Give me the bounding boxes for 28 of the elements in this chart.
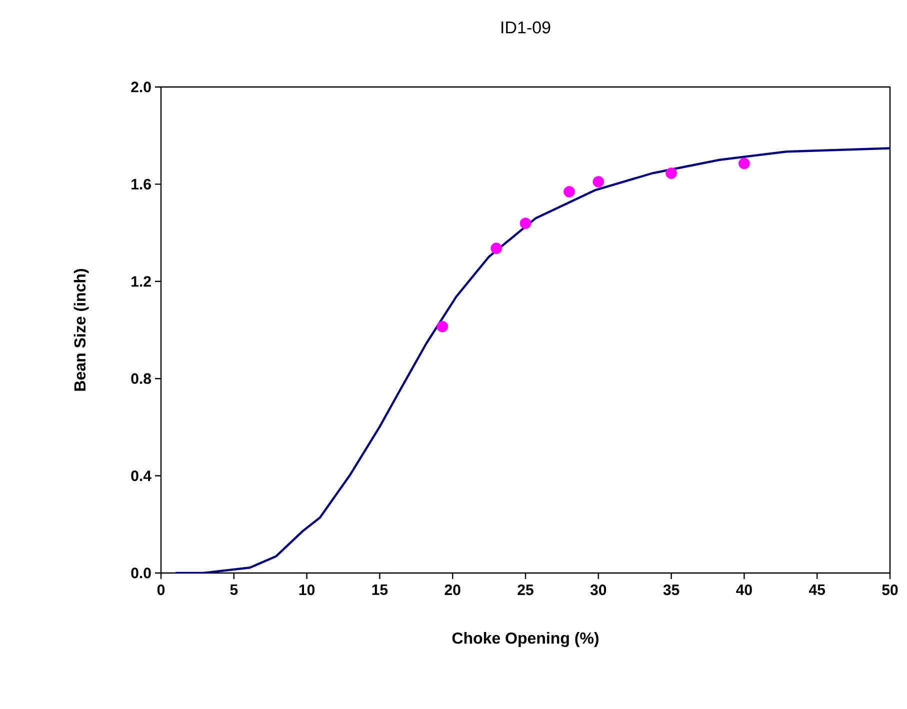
point [490, 242, 502, 254]
x-axis-title: Choke Opening (%) [452, 632, 598, 648]
x-tick-label: 40 [736, 584, 752, 596]
y-tick-label: 1.2 [132, 276, 151, 287]
x-tick-label: 35 [663, 584, 680, 596]
y-tick-label: 0.8 [131, 373, 152, 384]
y-tick-label: 0.0 [131, 568, 151, 578]
point [592, 176, 604, 188]
point [666, 168, 677, 179]
x-tick-label: 10 [299, 584, 315, 596]
y-tick-label: 2.0 [131, 82, 151, 92]
y-tick-label: 1.6 [132, 178, 151, 190]
x-tick-label: 15 [372, 584, 388, 595]
x-tick-label: 20 [444, 584, 460, 596]
x-tick-label: 5 [230, 584, 238, 595]
line-series [174, 147, 890, 573]
y-tick-label: 0.4 [131, 470, 152, 482]
point [738, 158, 750, 170]
point [564, 186, 575, 198]
point [520, 218, 532, 230]
point [436, 320, 448, 332]
x-tick-label: 25 [518, 584, 534, 596]
x-tick-label: 30 [590, 584, 606, 596]
x-tick-label: 50 [882, 584, 898, 596]
chart-title: ID1-09 [502, 21, 550, 34]
x-tick-label: 45 [808, 584, 826, 595]
x-tick-label: 0 [157, 584, 165, 596]
y-axis-title: Bean Size (inch) [74, 269, 89, 391]
